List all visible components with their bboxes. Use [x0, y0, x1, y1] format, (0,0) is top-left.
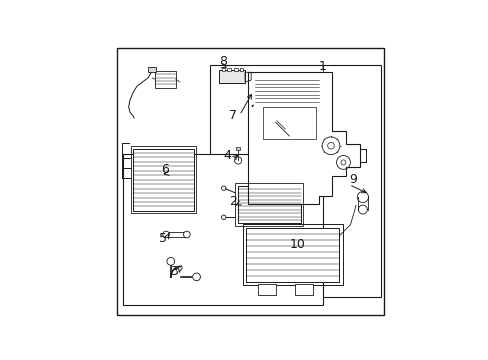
Bar	[246, 228, 339, 282]
Bar	[243, 224, 342, 285]
Text: 9: 9	[348, 172, 356, 185]
Bar	[148, 67, 156, 72]
Bar	[235, 147, 240, 150]
Bar	[239, 68, 243, 72]
Bar	[257, 284, 275, 294]
Bar	[226, 68, 230, 72]
Text: 6: 6	[161, 163, 168, 176]
Circle shape	[163, 231, 169, 238]
Bar	[155, 71, 175, 87]
Bar	[254, 76, 318, 105]
Bar	[263, 107, 315, 139]
Bar	[238, 186, 300, 223]
Text: 7: 7	[228, 109, 236, 122]
Bar	[221, 68, 224, 72]
Bar	[294, 284, 312, 294]
Bar	[133, 149, 193, 211]
Circle shape	[192, 273, 200, 281]
Text: 10: 10	[289, 238, 305, 251]
Polygon shape	[247, 72, 359, 204]
Circle shape	[183, 231, 190, 238]
Text: 4: 4	[223, 149, 230, 162]
Text: 3: 3	[170, 265, 178, 278]
Text: 8: 8	[219, 55, 226, 68]
Bar	[210, 66, 380, 297]
Text: 2: 2	[228, 195, 236, 208]
Bar	[235, 183, 303, 226]
Bar	[233, 68, 237, 72]
Text: 5: 5	[159, 232, 167, 245]
Circle shape	[166, 257, 174, 265]
Bar	[130, 146, 196, 213]
Bar	[218, 70, 244, 84]
Bar	[123, 154, 322, 305]
Text: 1: 1	[318, 60, 326, 73]
Bar	[166, 232, 186, 237]
